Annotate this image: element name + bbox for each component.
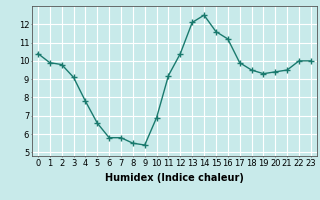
X-axis label: Humidex (Indice chaleur): Humidex (Indice chaleur) xyxy=(105,173,244,183)
